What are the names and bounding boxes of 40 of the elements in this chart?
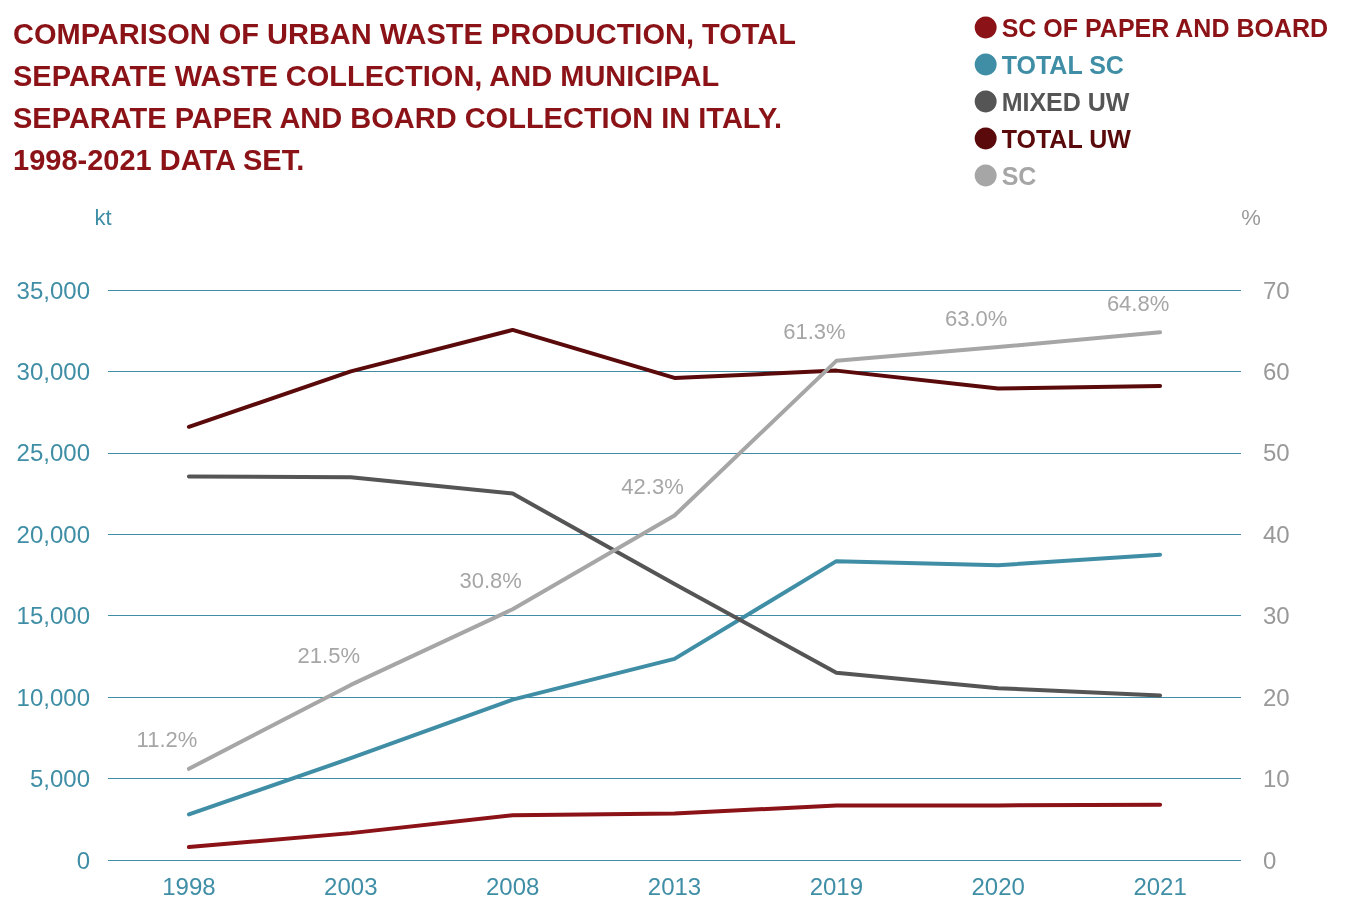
data-label: 21.5% <box>297 643 360 669</box>
x-tick-label: 2021 <box>1133 872 1187 900</box>
chart-title: COMPARISON OF URBAN WASTE PRODUCTION, TOTAL SEPARATE WASTE COLLECTION, AND MUNICIPAL SEPARATE PAPER AND BOARD COLLECTION IN ITALY. 1998-2021 DATA SET. <box>13 18 804 176</box>
x-tick-label: 1998 <box>162 872 216 900</box>
x-tick-label: 2003 <box>324 872 378 900</box>
y-tick-label: 20,000 <box>16 520 90 548</box>
y2-tick-label: 20 <box>1263 683 1290 711</box>
y2-axis-title: % <box>1241 204 1261 230</box>
data-label: 42.3% <box>621 474 684 500</box>
legend-label: TOTAL UW <box>1001 124 1132 153</box>
legend-label: SC OF PAPER AND BOARD <box>1001 13 1329 42</box>
y-axis-title: kt <box>94 204 112 230</box>
y2-tick-label: 50 <box>1263 439 1290 467</box>
data-label: 11.2% <box>136 727 198 753</box>
data-label: 61.3% <box>783 319 846 345</box>
x-tick-label: 2020 <box>971 872 1025 900</box>
y2-tick-label: 60 <box>1263 357 1290 385</box>
x-tick-label: 2019 <box>809 872 864 900</box>
line-series <box>186 474 1163 698</box>
data-label: 30.8% <box>459 567 522 593</box>
y-tick-label: 5,000 <box>29 765 90 793</box>
y2-tick-label: 10 <box>1263 765 1290 793</box>
y-tick-label: 15,000 <box>16 602 90 630</box>
y-tick-label: 0 <box>76 846 90 874</box>
y2-tick-label: 40 <box>1263 520 1290 548</box>
x-tick-label: 2013 <box>647 872 702 900</box>
y2-tick-label: 0 <box>1263 846 1277 874</box>
y2-tick-label: 70 <box>1263 276 1290 304</box>
legend-label: TOTAL SC <box>1001 50 1124 79</box>
y-tick-label: 30,000 <box>16 357 90 385</box>
y-tick-label: 25,000 <box>16 439 90 467</box>
x-tick-label: 2008 <box>485 872 540 900</box>
data-label: 63.0% <box>945 305 1008 331</box>
data-label: 64.8% <box>1106 290 1170 316</box>
y-tick-label: 10,000 <box>16 683 90 711</box>
y2-tick-label: 30 <box>1263 602 1290 630</box>
line-series <box>186 802 1163 849</box>
legend-label: MIXED UW <box>1001 87 1130 116</box>
legend-label: SC <box>1001 161 1037 190</box>
y-tick-label: 35,000 <box>16 276 90 304</box>
